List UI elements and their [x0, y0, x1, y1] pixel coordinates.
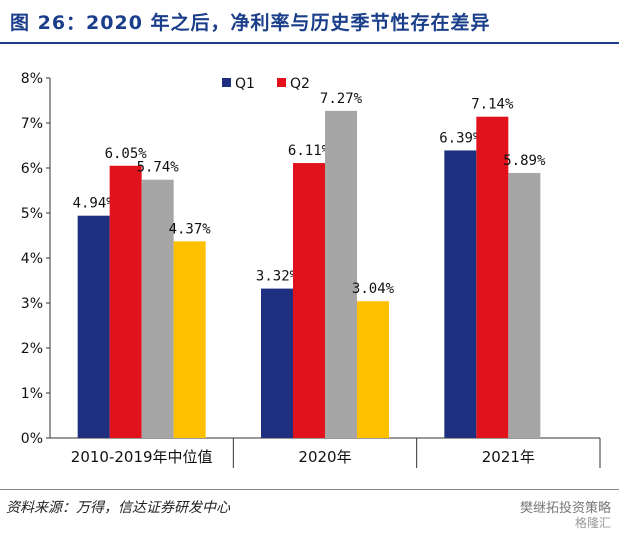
- bar: [357, 301, 389, 438]
- y-tick-label: 6%: [21, 161, 43, 177]
- data-label: 4.37%: [169, 221, 212, 237]
- legend-label: Q2: [290, 76, 310, 92]
- y-tick-label: 7%: [21, 116, 43, 132]
- bar: [293, 163, 325, 439]
- legend-swatch: [222, 78, 231, 87]
- footer-rule: [0, 489, 619, 490]
- y-tick-label: 3%: [21, 296, 43, 312]
- bar: [261, 288, 293, 438]
- bar: [444, 150, 477, 438]
- y-tick-label: 8%: [21, 71, 43, 87]
- chart-title: 图 26：2020 年之后，净利率与历史季节性存在差异: [10, 12, 491, 34]
- x-tick-label: 2020年: [298, 448, 351, 466]
- y-tick-label: 1%: [21, 386, 43, 402]
- x-tick-label: 2010-2019年中位值: [71, 448, 213, 466]
- bar: [77, 215, 110, 438]
- y-tick-label: 5%: [21, 206, 43, 222]
- legend-label: Q1: [235, 76, 255, 92]
- bar: [508, 172, 541, 438]
- source-note: 资料来源：万得，信达证券研发中心: [6, 500, 230, 516]
- title-rule: [0, 42, 619, 44]
- y-tick-label: 2%: [21, 341, 43, 357]
- bar: [476, 116, 509, 438]
- bar: [109, 165, 142, 438]
- bar: [173, 241, 206, 438]
- watermark: 樊继拓投资策略: [519, 501, 611, 516]
- data-label: 5.89%: [503, 153, 546, 169]
- data-label: 6.11%: [288, 143, 331, 159]
- data-label: 7.14%: [471, 97, 514, 113]
- bar: [325, 110, 357, 438]
- data-label: 4.94%: [73, 196, 116, 212]
- bar: [141, 179, 174, 438]
- x-tick-label: 2021年: [482, 448, 535, 466]
- y-tick-label: 0%: [21, 431, 43, 447]
- watermark-secondary: 格隆汇: [574, 516, 611, 530]
- data-label: 7.27%: [320, 91, 363, 107]
- data-label: 3.04%: [352, 281, 395, 297]
- data-label: 3.32%: [256, 269, 299, 285]
- y-tick-label: 4%: [21, 251, 43, 267]
- legend-swatch: [277, 78, 286, 87]
- data-label: 6.05%: [105, 146, 148, 162]
- data-label: 6.39%: [439, 130, 482, 146]
- bar-chart: 0% 1% 2% 3% 4% 5% 6% 7% 8% 4.94% 6.05%5.74% 4.37% 20…: [21, 71, 601, 468]
- data-label: 5.74%: [137, 160, 180, 176]
